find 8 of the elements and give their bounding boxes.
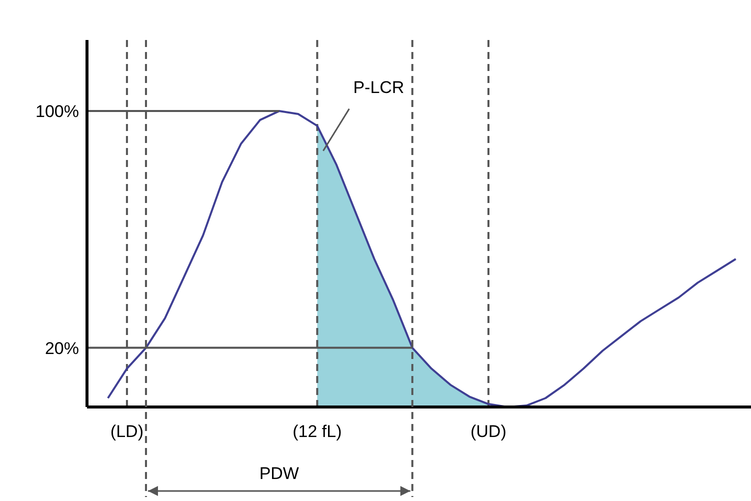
text: PDW — [259, 464, 299, 483]
y-tick-label: 100% — [36, 102, 79, 122]
annotation: P-LCR — [353, 78, 404, 97]
x-tick-label: (12 fL) — [292, 422, 342, 442]
y-tick-label: 20% — [44, 338, 79, 358]
x-tick-label: (LD) — [110, 422, 144, 442]
x-tick-label: (UD) — [470, 422, 506, 442]
line-series — [106, 110, 737, 407]
